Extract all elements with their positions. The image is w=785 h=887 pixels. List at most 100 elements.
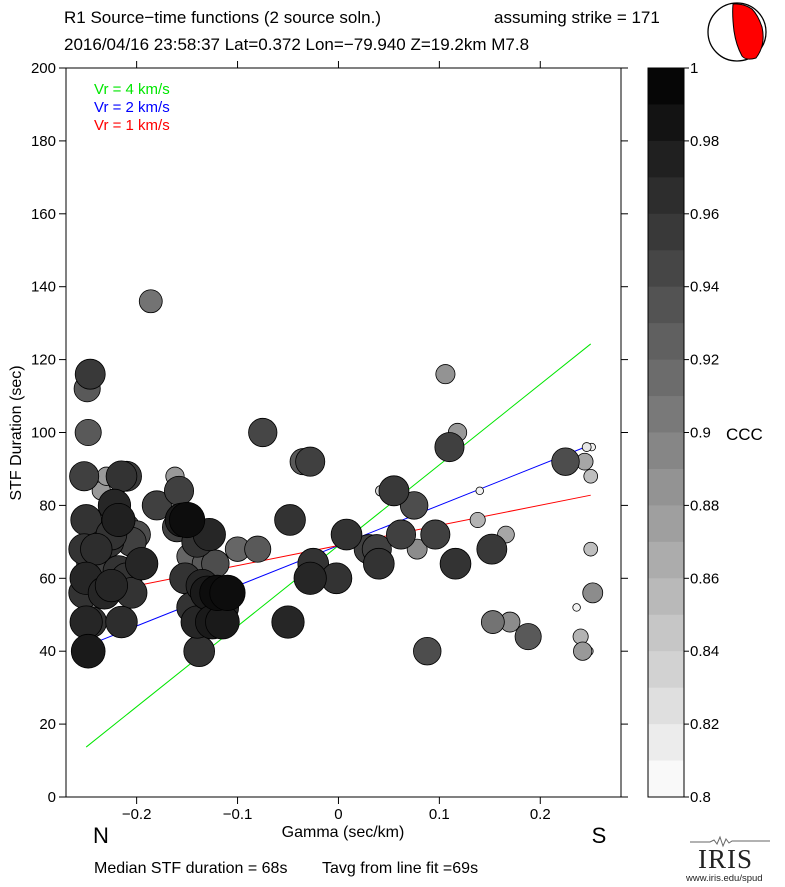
y-tick-label: 80 xyxy=(39,497,56,514)
data-point xyxy=(101,502,136,537)
data-point xyxy=(271,605,305,639)
beachball-compression-lobe xyxy=(732,3,764,60)
colorbar-tick-label: 0.82 xyxy=(690,716,719,733)
y-axis-label: STF Duration (sec) xyxy=(8,365,25,500)
data-point xyxy=(70,633,106,669)
legend-vr1: Vr = 1 km/s xyxy=(94,117,170,134)
colorbar-step xyxy=(648,541,684,579)
legend-vr4: Vr = 4 km/s xyxy=(94,81,170,98)
data-point xyxy=(434,432,465,463)
data-point xyxy=(573,641,593,661)
data-point xyxy=(480,610,505,634)
data-point xyxy=(74,418,102,446)
colorbar-step xyxy=(648,396,684,434)
data-point xyxy=(475,486,484,496)
data-point xyxy=(125,547,159,581)
colorbar-step xyxy=(648,578,684,616)
data-point xyxy=(439,547,472,580)
x-tick-label: 0.1 xyxy=(429,806,450,823)
data-point xyxy=(274,504,306,536)
data-points xyxy=(68,289,604,669)
data-point xyxy=(420,519,451,550)
data-point xyxy=(74,358,106,390)
colorbar-step xyxy=(648,177,684,215)
data-point xyxy=(363,547,395,580)
colorbar-tick-label: 0.8 xyxy=(690,789,711,806)
colorbar-step xyxy=(648,359,684,397)
median-duration-text: Median STF duration = 68s xyxy=(94,860,288,877)
y-tick-label: 20 xyxy=(39,716,56,733)
data-point xyxy=(572,603,581,612)
data-point xyxy=(583,468,599,484)
colorbar-step xyxy=(648,760,684,798)
data-point xyxy=(141,490,172,521)
tavg-text: Tavg from line fit =69s xyxy=(322,860,479,877)
data-point xyxy=(330,518,363,551)
data-point xyxy=(435,364,456,385)
data-point xyxy=(386,519,417,550)
data-point xyxy=(183,635,216,667)
direction-south: S xyxy=(592,823,607,848)
data-point xyxy=(105,460,138,493)
x-tick-label: 0 xyxy=(334,806,342,823)
y-tick-label: 180 xyxy=(31,133,56,150)
strike-text: assuming strike = 171 xyxy=(494,8,660,27)
data-point xyxy=(583,541,599,557)
data-point xyxy=(582,582,604,604)
colorbar-step xyxy=(648,614,684,652)
colorbar-step xyxy=(648,468,684,506)
colorbar-tick-label: 0.96 xyxy=(690,206,719,223)
colorbar-tick-label: 0.88 xyxy=(690,497,719,514)
plot-frame xyxy=(65,67,622,798)
data-point xyxy=(105,605,138,639)
x-tick-label: −0.1 xyxy=(223,806,253,823)
data-point xyxy=(209,574,246,611)
colorbar-step xyxy=(648,286,684,324)
data-point xyxy=(248,417,278,448)
x-tick-label: −0.2 xyxy=(122,806,152,823)
x-tick-label: 0.2 xyxy=(530,806,551,823)
legend-vr2: Vr = 2 km/s xyxy=(94,99,170,116)
beachball-icon xyxy=(707,2,767,62)
data-point xyxy=(293,561,327,595)
data-point xyxy=(138,289,163,314)
y-tick-label: 60 xyxy=(39,570,56,587)
data-point xyxy=(80,532,113,566)
data-point xyxy=(413,637,442,666)
chart-title: R1 Source−time functions (2 source soln.… xyxy=(64,8,382,27)
y-tick-label: 0 xyxy=(48,789,56,806)
colorbar-step xyxy=(648,68,684,106)
y-tick-label: 140 xyxy=(31,279,56,296)
colorbar-step xyxy=(648,687,684,725)
data-point xyxy=(469,511,486,528)
event-info: 2016/04/16 23:58:37 Lat=0.372 Lon=−79.94… xyxy=(64,35,530,54)
colorbar-step xyxy=(648,213,684,251)
y-tick-label: 40 xyxy=(39,643,56,660)
data-point xyxy=(94,568,129,603)
colorbar-step xyxy=(648,104,684,142)
colorbar-step xyxy=(648,724,684,762)
y-tick-label: 160 xyxy=(31,206,56,223)
x-axis-label: Gamma (sec/km) xyxy=(282,824,405,841)
colorbar-tick-label: 0.86 xyxy=(690,570,719,587)
colorbar-step xyxy=(648,432,684,470)
colorbar-step xyxy=(648,505,684,543)
iris-logo-text: IRIS xyxy=(698,844,754,874)
seismogram-icon xyxy=(690,835,770,848)
colorbar-tick-label: 0.84 xyxy=(690,643,719,660)
colorbar-step xyxy=(648,140,684,178)
data-point xyxy=(378,475,410,507)
data-point xyxy=(168,501,206,539)
colorbar-tick-label: 1 xyxy=(690,60,698,77)
y-tick-label: 120 xyxy=(31,352,56,369)
plot-axes: 0 20 40 60 80 100 120 140 160 180 200 −0.2 −0.1 0 0.1 0… xyxy=(31,60,628,823)
data-point xyxy=(514,623,542,651)
iris-logo-url[interactable]: www.iris.edu/spud xyxy=(686,873,763,884)
data-point xyxy=(295,446,326,477)
colorbar-tick-label: 0.9 xyxy=(690,425,711,442)
data-point xyxy=(476,533,508,565)
y-tick-label: 200 xyxy=(31,60,56,77)
data-point xyxy=(581,442,592,452)
data-point xyxy=(551,447,580,476)
